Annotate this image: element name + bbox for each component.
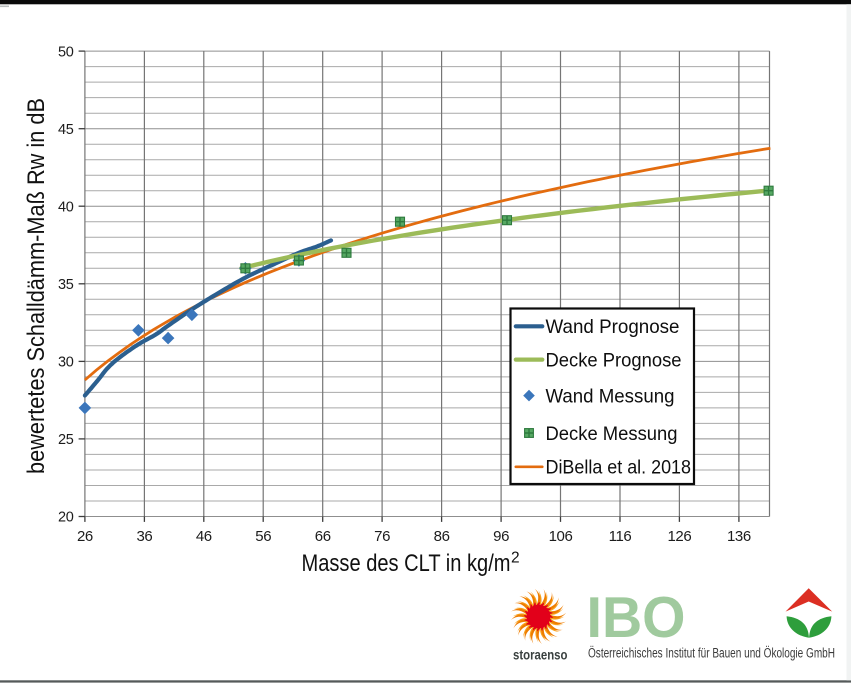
svg-text:46: 46: [196, 528, 212, 545]
svg-text:Österreichisches Institut für: Österreichisches Institut für Bauen und …: [588, 646, 835, 661]
svg-text:76: 76: [374, 528, 390, 545]
svg-text:126: 126: [667, 528, 691, 545]
svg-text:IBO: IBO: [587, 586, 686, 650]
svg-text:66: 66: [315, 528, 331, 545]
svg-text:25: 25: [58, 432, 74, 448]
svg-text:35: 35: [58, 277, 74, 293]
svg-text:Wand Prognose: Wand Prognose: [546, 316, 680, 338]
svg-text:50: 50: [58, 44, 74, 60]
svg-text:Masse des CLT in kg/m: Masse des CLT in kg/m: [302, 550, 511, 577]
svg-text:2: 2: [511, 550, 520, 567]
svg-text:36: 36: [136, 528, 152, 545]
svg-text:Decke Prognose: Decke Prognose: [546, 349, 682, 371]
svg-text:storaenso: storaenso: [513, 648, 568, 663]
svg-text:106: 106: [549, 528, 573, 545]
svg-text:bewertetes Schalldämm-Maß Rw i: bewertetes Schalldämm-Maß Rw in dB: [23, 98, 50, 474]
svg-text:26: 26: [77, 528, 93, 545]
svg-text:20: 20: [58, 510, 74, 526]
svg-text:DiBella et al. 2018: DiBella et al. 2018: [546, 457, 692, 479]
svg-text:96: 96: [493, 528, 509, 545]
svg-text:86: 86: [434, 528, 450, 545]
svg-text:116: 116: [609, 528, 632, 545]
svg-text:45: 45: [58, 122, 74, 138]
svg-text:56: 56: [255, 528, 271, 545]
svg-text:30: 30: [58, 355, 74, 371]
svg-text:Wand Messung: Wand Messung: [546, 385, 675, 407]
svg-text:40: 40: [58, 199, 74, 215]
svg-text:Decke Messung: Decke Messung: [546, 423, 678, 445]
svg-text:136: 136: [727, 528, 751, 545]
